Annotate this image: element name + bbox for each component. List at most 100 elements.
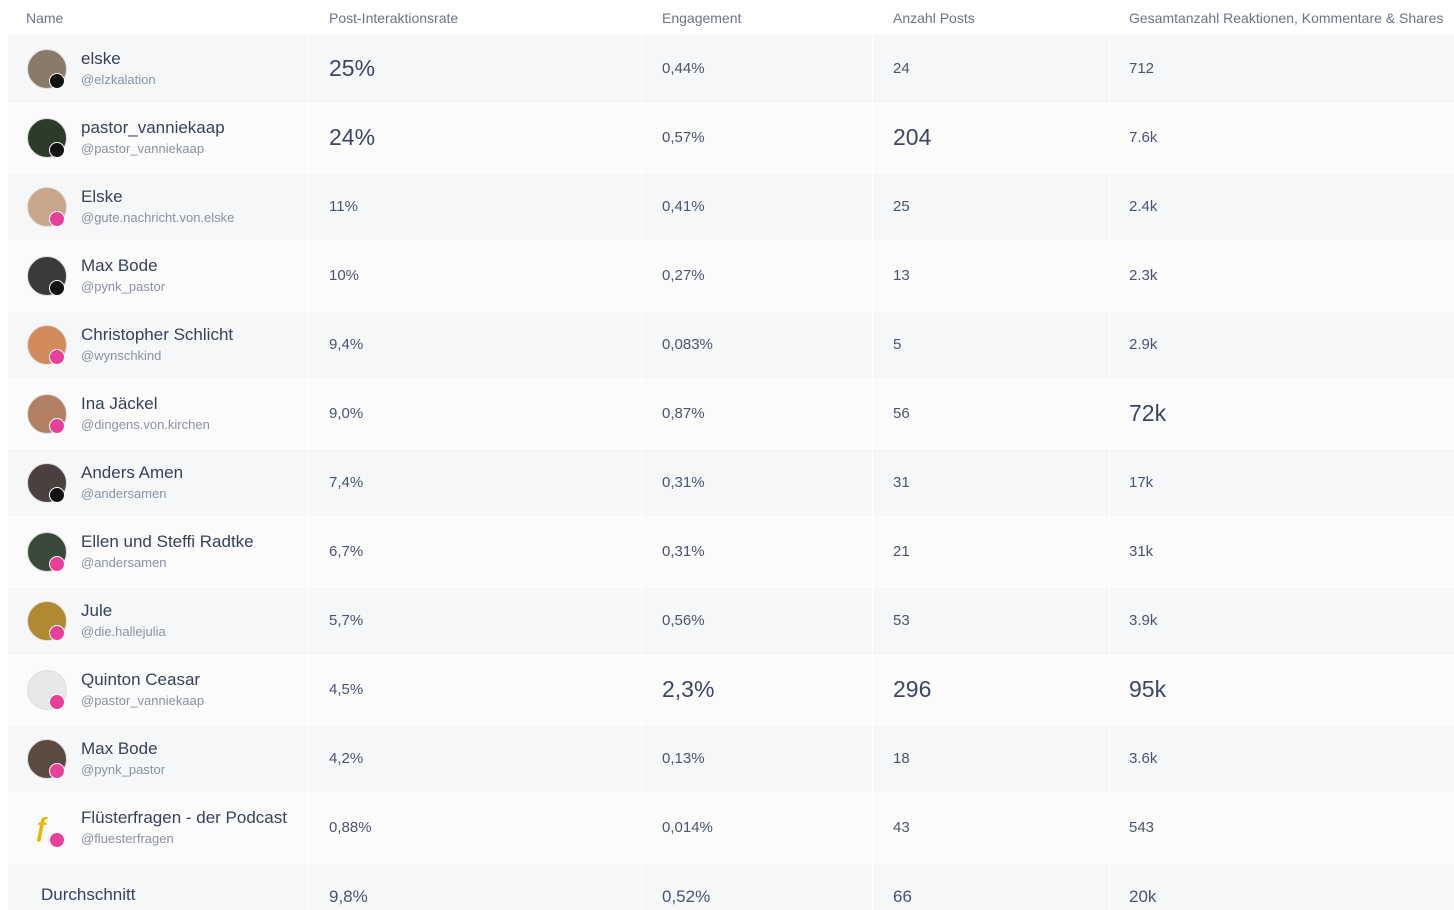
cell-value: 31k [1129, 543, 1153, 560]
cell-value: 53 [893, 612, 910, 629]
cell-value: 543 [1129, 819, 1154, 836]
cell-value: 21 [893, 543, 910, 560]
profile-name: Ina Jäckel [81, 394, 158, 414]
column-divider [641, 656, 642, 724]
platform-badge [49, 625, 65, 641]
column-divider [1109, 656, 1110, 724]
platform-badge [49, 211, 65, 227]
column-divider [872, 242, 873, 310]
table-row: Jule@die.hallejulia5,7%0,56%533.9k [8, 587, 1454, 655]
profile-name: Anders Amen [81, 463, 183, 483]
column-divider [1109, 173, 1110, 241]
profile-name: Christopher Schlicht [81, 325, 233, 345]
column-divider [872, 35, 873, 103]
cell-value: 0,88% [329, 819, 372, 836]
column-divider [308, 725, 309, 793]
profile-handle: @andersamen [81, 486, 166, 501]
cell-value: 0,87% [662, 405, 705, 422]
cell-value: 0,57% [662, 129, 705, 146]
profile-handle: @pynk_pastor [81, 279, 165, 294]
profile-name: Jule [81, 601, 112, 621]
column-divider [308, 242, 309, 310]
cell-value: 56 [893, 405, 910, 422]
column-divider [308, 863, 309, 910]
cell-value: 0,31% [662, 474, 705, 491]
column-divider [872, 104, 873, 172]
profile-name: Max Bode [81, 256, 158, 276]
platform-badge [49, 280, 65, 296]
cell-value: 72k [1129, 400, 1166, 427]
cell-value: 5 [893, 336, 901, 353]
cell-value: 95k [1129, 676, 1166, 703]
cell-value: 3.6k [1129, 750, 1157, 767]
cell-value: 0,31% [662, 543, 705, 560]
profile-name: Elske [81, 187, 123, 207]
column-divider [308, 35, 309, 103]
platform-badge [49, 556, 65, 572]
table-row: Ina Jäckel@dingens.von.kirchen9,0%0,87%5… [8, 380, 1454, 448]
cell-value: 0,56% [662, 612, 705, 629]
cell-value: 10% [329, 267, 359, 284]
column-header: Gesamtanzahl Reaktionen, Kommentare & Sh… [1129, 10, 1443, 26]
column-header: Post-Interaktionsrate [329, 10, 458, 26]
column-divider [872, 380, 873, 448]
column-divider [1109, 725, 1110, 793]
column-divider [1109, 311, 1110, 379]
column-divider [641, 725, 642, 793]
profile-handle: @dingens.von.kirchen [81, 417, 210, 432]
column-divider [308, 173, 309, 241]
column-header: Anzahl Posts [893, 10, 975, 26]
column-divider [641, 173, 642, 241]
cell-value: 204 [893, 124, 931, 151]
cell-value: 13 [893, 267, 910, 284]
cell-value: 25 [893, 198, 910, 215]
platform-badge [49, 73, 65, 89]
table-row: ƒFlüsterfragen - der Podcast@fluesterfra… [8, 794, 1454, 862]
column-divider [872, 311, 873, 379]
cell-value: 24% [329, 124, 375, 151]
profile-handle: @elzkalation [81, 72, 156, 87]
platform-badge [49, 142, 65, 158]
cell-value: 296 [893, 676, 931, 703]
cell-value: 3.9k [1129, 612, 1157, 629]
cell-value: 24 [893, 60, 910, 77]
cell-value: 7.6k [1129, 129, 1157, 146]
column-divider [1109, 794, 1110, 862]
profile-handle: @wynschkind [81, 348, 161, 363]
profile-name: Quinton Ceasar [81, 670, 200, 690]
cell-value: 0,41% [662, 198, 705, 215]
column-divider [641, 311, 642, 379]
cell-value: 4,2% [329, 750, 363, 767]
cell-value: 0,44% [662, 60, 705, 77]
profile-handle: @pastor_vanniekaap [81, 693, 204, 708]
column-divider [641, 863, 642, 910]
column-divider [308, 449, 309, 517]
column-divider [1109, 104, 1110, 172]
profile-handle: @andersamen [81, 555, 166, 570]
profile-name: Flüsterfragen - der Podcast [81, 808, 287, 828]
column-divider [308, 380, 309, 448]
column-divider [872, 518, 873, 586]
column-divider [872, 794, 873, 862]
column-divider [1109, 863, 1110, 910]
column-divider [872, 173, 873, 241]
cell-value: 0,13% [662, 750, 705, 767]
cell-value: 0,27% [662, 267, 705, 284]
profile-name: Max Bode [81, 739, 158, 759]
cell-value: 5,7% [329, 612, 363, 629]
cell-value: 2.4k [1129, 198, 1157, 215]
average-label: Durchschnitt [41, 885, 135, 905]
platform-badge [49, 487, 65, 503]
profile-handle: @fluesterfragen [81, 831, 174, 846]
column-divider [1109, 35, 1110, 103]
platform-badge [49, 763, 65, 779]
table-row: Ellen und Steffi Radtke@andersamen6,7%0,… [8, 518, 1454, 586]
cell-value: 11% [329, 198, 358, 215]
profile-name: elske [81, 49, 121, 69]
column-divider [641, 104, 642, 172]
